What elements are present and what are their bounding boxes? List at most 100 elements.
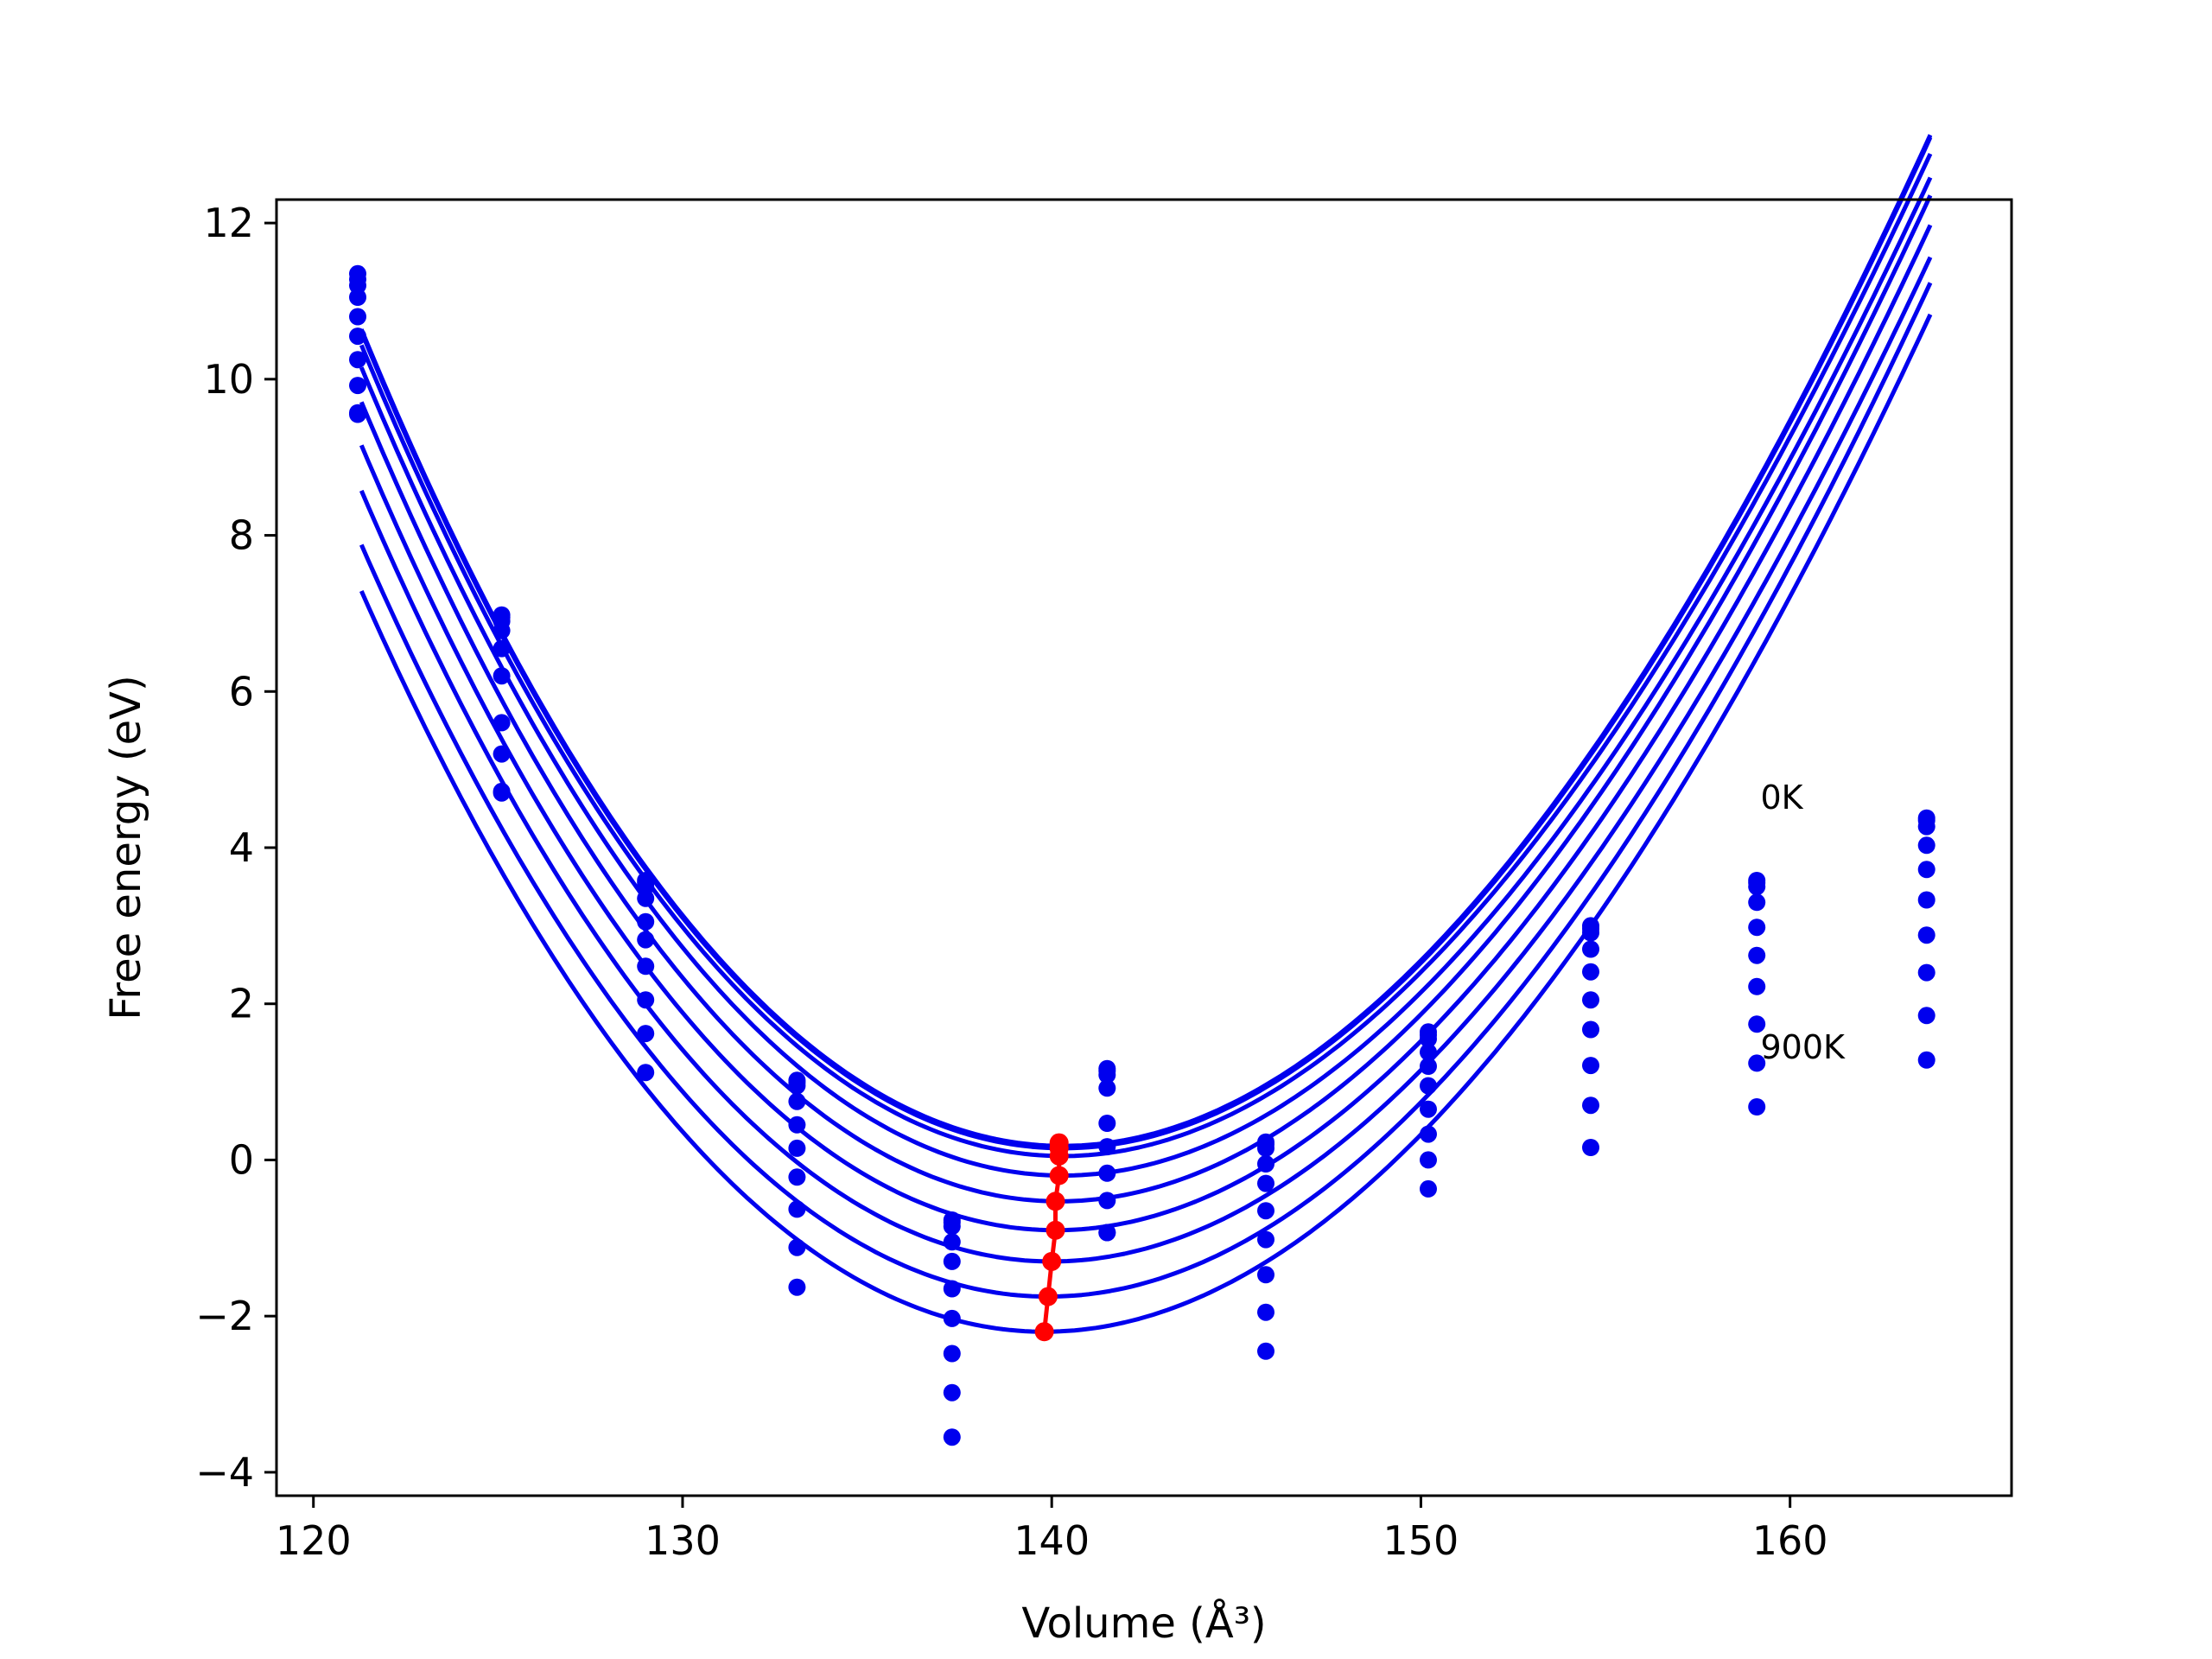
data-point [349,351,366,369]
data-point [1582,924,1599,942]
y-tick-label: 10 [203,356,254,403]
x-axis-ticks: 120 130 140 150 160 [276,1496,1828,1564]
data-point [637,931,655,949]
data-point [637,912,655,931]
annotations: 0K 900K [1760,779,1846,1066]
data-point [1098,1115,1116,1132]
data-point [349,377,366,395]
data-point [349,289,366,306]
data-point [1748,1054,1766,1072]
data-point [493,621,511,639]
data-point [1582,963,1599,981]
data-point [1917,891,1936,909]
data-point [943,1383,961,1402]
y-tick-label: 8 [229,512,254,559]
data-point [943,1252,961,1270]
data-point [1748,1015,1766,1033]
fit-curve [359,282,1933,1300]
data-point [637,889,655,907]
y-tick-label: −2 [195,1293,254,1339]
data-point [1748,878,1766,896]
x-tick-label: 160 [1752,1517,1828,1564]
data-point [1420,1043,1437,1061]
fit-curve [359,176,1933,1178]
data-point [1257,1266,1274,1284]
x-axis-label: Volume (Å³) [1021,1599,1266,1648]
data-point [1098,1224,1116,1242]
data-point [1420,1077,1437,1095]
data-point [493,667,511,685]
fit-curve [359,152,1933,1159]
data-point [788,1168,806,1186]
data-point [493,714,511,732]
data-point [349,308,366,326]
data-point [788,1116,806,1134]
y-axis-ticks: −4 −2 0 2 4 6 8 10 12 [195,200,276,1496]
data-point [1748,1098,1766,1116]
data-point [1420,1151,1437,1169]
fit-curve [359,136,1933,1151]
data-point [1748,893,1766,912]
data-point [1582,991,1599,1009]
data-point [1748,946,1766,964]
data-point [1582,1057,1599,1075]
data-point [943,1344,961,1363]
minimum-point [1042,1251,1062,1271]
data-point [1582,1096,1599,1115]
minimum-point [1046,1192,1065,1211]
fit-curve [359,313,1933,1334]
y-tick-label: 2 [229,981,254,1027]
data-point [943,1309,961,1327]
data-point [943,1428,961,1446]
data-point [1420,1100,1437,1118]
curve-annotation: 900K [1760,1028,1846,1066]
data-point [1748,918,1766,937]
data-point [1098,1066,1116,1084]
data-point [493,639,511,658]
data-point [943,1233,961,1251]
minimum-point [1038,1287,1058,1306]
x-tick-label: 120 [276,1517,352,1564]
data-point [788,1238,806,1256]
data-point [637,1025,655,1043]
data-point [1420,1058,1437,1075]
data-point [1748,977,1766,995]
data-point [493,782,511,800]
x-tick-label: 150 [1383,1517,1459,1564]
data-point [1257,1174,1274,1192]
data-point [1098,1164,1116,1182]
data-point [1257,1202,1274,1220]
data-point [1257,1303,1274,1321]
data-point [1582,940,1599,958]
data-point [349,327,366,346]
data-point [349,405,366,423]
data-point [1098,1079,1116,1097]
data-point [1257,1342,1274,1360]
data-point [1420,1125,1437,1143]
y-tick-label: 6 [229,668,254,715]
minimum-point [1034,1322,1054,1342]
minima-series [1034,1133,1069,1342]
fit-curves [359,134,1933,1334]
data-point [1917,861,1936,879]
data-point [1257,1139,1274,1157]
data-point [943,1217,961,1236]
data-point [1582,1139,1599,1156]
y-axis-label: Free energy (eV) [102,675,150,1020]
data-point [1582,1020,1599,1039]
fit-curve [359,194,1933,1204]
data-point [788,1139,806,1157]
data-point [1420,1030,1437,1048]
y-tick-label: 4 [229,824,254,871]
data-point [1098,1192,1116,1210]
fit-curve [359,224,1933,1233]
data-point [788,1278,806,1296]
data-point [1257,1155,1274,1173]
data-point [1917,1007,1936,1025]
data-point [637,1064,655,1082]
data-point [943,1280,961,1298]
data-point [788,1092,806,1110]
minimum-point [1049,1166,1069,1185]
data-point [1917,963,1936,982]
